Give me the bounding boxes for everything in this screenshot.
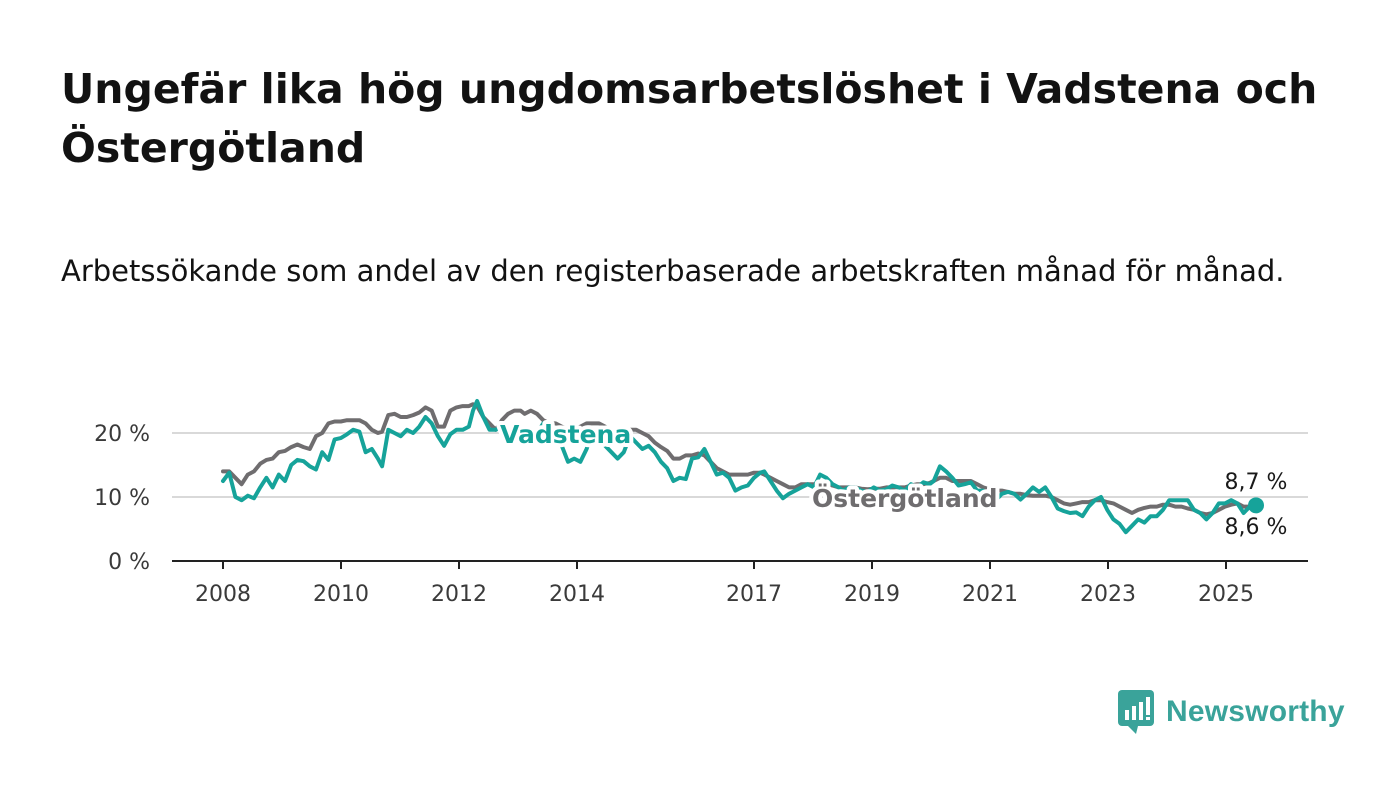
x-tick-label: 2017 [726,582,782,607]
x-tick-label: 2025 [1198,582,1254,607]
series-label-vadstena-halo: Vadstena [500,420,631,449]
series-line-vadstena [221,399,1258,535]
x-tick-label: 2019 [844,582,900,607]
series-label-ostergotland: Östergötland [812,483,998,513]
newsworthy-logo-icon [1118,690,1154,734]
x-tick-label: 2023 [1080,582,1136,607]
x-axis-ticks: 2008 2010 2012 2014 2017 2019 2021 2023 2025 [195,561,1254,607]
newsworthy-logo: Newsworthy [1118,690,1345,734]
x-tick-label: 2012 [431,582,487,607]
end-label-vadstena: 8,7 % [1225,470,1288,495]
series-labels: VadstenaVadstenaÖstergötlandÖstergötland… [496,416,1291,544]
y-tick-label: 10 % [94,486,150,511]
y-tick-label: 0 % [108,550,150,575]
x-tick-label: 2014 [549,582,605,607]
series-label-ostergotland-halo: Östergötland [812,483,998,513]
x-tick-label: 2021 [962,582,1018,607]
y-axis-ticks: 0 % 10 % 20 % [94,422,150,575]
newsworthy-logo-text: Newsworthy [1166,695,1345,728]
series-line-ostergotland [221,402,1258,517]
chart-subtitle: Arbetssökande som andel av den registerb… [61,254,1285,288]
end-label-ostergotland: 8,6 % [1225,515,1288,540]
y-tick-label: 20 % [94,422,150,447]
end-label-vadstena-halo: 8,7 % [1225,470,1288,495]
chart-title: Ungefär lika hög ungdomsarbetslöshet i V… [61,65,1318,172]
end-point-marker [1248,497,1264,514]
series-lines [221,399,1264,535]
x-tick-label: 2010 [313,582,369,607]
x-tick-label: 2008 [195,582,251,607]
series-label-vadstena: Vadstena [500,420,631,449]
line-chart: 0 % 10 % 20 % 2008 2010 2012 2014 2017 2019 2021… [94,399,1308,607]
end-label-ostergotland-halo: 8,6 % [1225,515,1288,540]
gridlines [172,432,1308,562]
